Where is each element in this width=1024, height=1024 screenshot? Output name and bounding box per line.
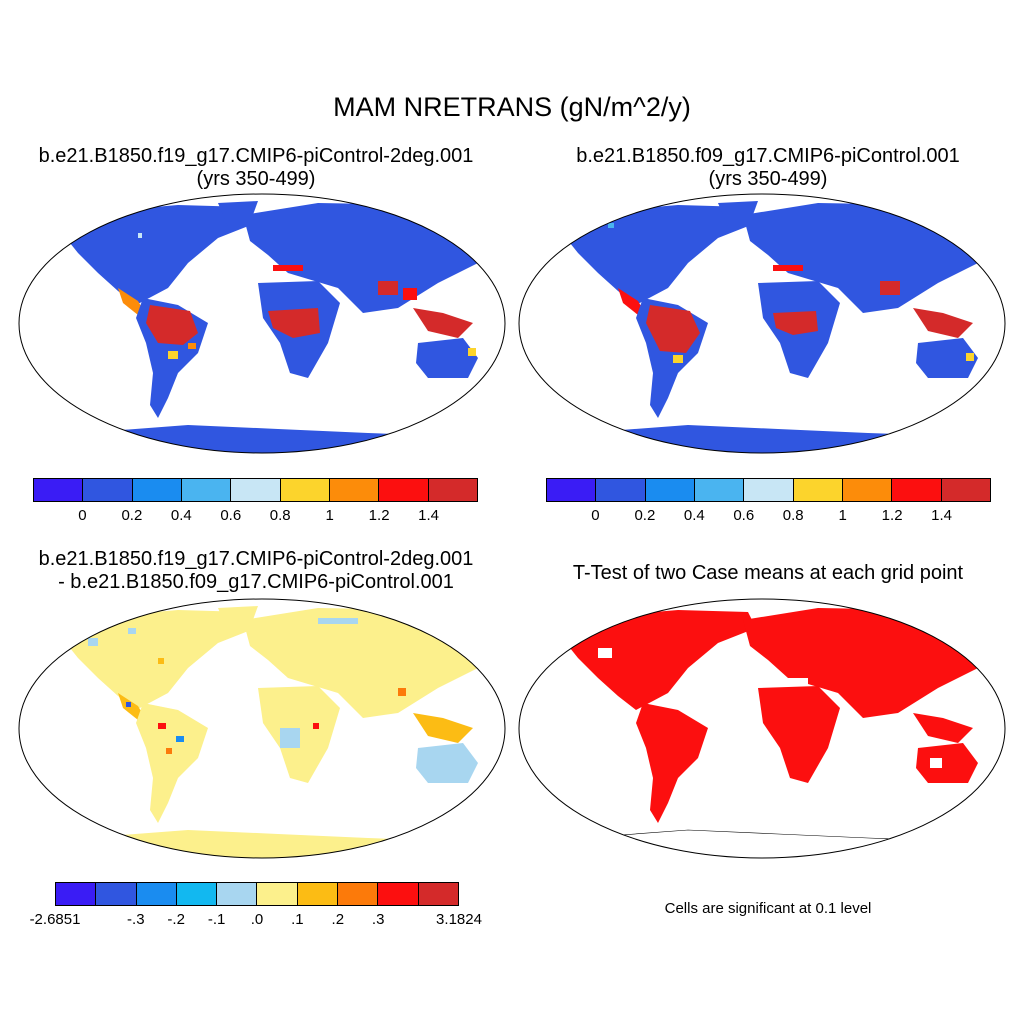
colorbar-cell — [744, 479, 794, 501]
land-north-america — [58, 205, 256, 305]
colorbar-tick-label: 1.4 — [418, 507, 439, 524]
colorbar-cell — [428, 479, 477, 501]
colorbar-tick-label: 0 — [78, 507, 87, 524]
colorbar-cell — [56, 883, 97, 905]
panel-2-title-line2: (yrs 350-499) — [708, 168, 828, 190]
colorbar-tick-label: -.1 — [207, 911, 226, 928]
colorbar-tick-label: 0.4 — [170, 507, 192, 524]
colorbar-cell — [547, 479, 597, 501]
colorbar-tick-label: -.3 — [127, 911, 145, 928]
colorbar-tick-label: 1 — [325, 507, 334, 524]
colorbar-cell — [231, 479, 281, 501]
map-panel-1 — [18, 193, 506, 454]
panel-1-title-line2: (yrs 350-499) — [196, 168, 316, 190]
colorbar-tick-label: .3 — [371, 911, 385, 928]
colorbar-panel-3 — [55, 882, 459, 906]
panel-1-title-line1: b.e21.B1850.f19_g17.CMIP6-piControl-2deg… — [38, 145, 474, 167]
colorbar-cell — [338, 883, 379, 905]
colorbar-cell — [694, 479, 745, 501]
colorbar-cell — [280, 479, 330, 501]
colorbar-cell — [34, 479, 84, 501]
colorbar-tick-label: 1.2 — [881, 507, 903, 524]
colorbar-tick-label: 0.2 — [121, 507, 143, 524]
colorbar-cell — [379, 479, 429, 501]
colorbar-tick-label: -.2 — [167, 911, 185, 928]
colorbar-tick-label: .0 — [250, 911, 264, 928]
colorbar-cell — [297, 883, 339, 905]
colorbar-tick-label: 0.6 — [733, 507, 755, 524]
colorbar-cell — [136, 883, 177, 905]
colorbar-cell — [645, 479, 695, 501]
colorbar-cell — [83, 479, 133, 501]
colorbar-tick-label: 3.1824 — [436, 911, 482, 928]
panel-3-title-line2: - b.e21.B1850.f09_g17.CMIP6-piControl.00… — [58, 571, 454, 593]
colorbar-cell — [176, 883, 218, 905]
colorbar-tick-label: 0.6 — [220, 507, 242, 524]
colorbar-cell — [842, 479, 893, 501]
colorbar-tick-label: -2.6851 — [29, 911, 81, 928]
colorbar-cell — [793, 479, 843, 501]
colorbar-cell — [418, 883, 458, 905]
main-title: MAM NRETRANS (gN/m^2/y) — [333, 92, 691, 122]
panel-4-title-line1: T-Test of two Case means at each grid po… — [572, 562, 964, 584]
colorbar-tick-label: .1 — [291, 911, 304, 928]
colorbar-tick-label: 0.8 — [269, 507, 291, 524]
colorbar-cell — [96, 883, 137, 905]
colorbar-cell — [257, 883, 298, 905]
panel-2-title-line1: b.e21.B1850.f09_g17.CMIP6-piControl.001 — [576, 145, 960, 167]
colorbar-tick-label: 0.8 — [782, 507, 804, 524]
panel-3-title-line1: b.e21.B1850.f19_g17.CMIP6-piControl-2deg… — [38, 548, 474, 570]
panel-1-title: b.e21.B1850.f19_g17.CMIP6-piControl-2deg… — [0, 145, 512, 191]
colorbar-tick-label: 0.2 — [634, 507, 656, 524]
colorbar-cell — [378, 883, 419, 905]
map-panel-3 — [18, 598, 506, 859]
colorbar-cell — [329, 479, 380, 501]
colorbar-panel-1 — [33, 478, 478, 502]
colorbar-tick-label: .2 — [331, 911, 345, 928]
land-se-asia — [413, 308, 473, 338]
colorbar-tick-label: 0 — [591, 507, 600, 524]
colorbar-tick-label: 1 — [838, 507, 847, 524]
colorbar-cell — [132, 479, 182, 501]
colorbar-cell — [596, 479, 646, 501]
map-panel-4 — [518, 598, 1006, 859]
panel-3-title: b.e21.B1850.f19_g17.CMIP6-piControl-2deg… — [0, 548, 512, 594]
colorbar-tick-label: 1.2 — [368, 507, 390, 524]
land-eurasia — [243, 203, 488, 313]
significance-note: Cells are significant at 0.1 level — [664, 900, 872, 917]
colorbar-cell — [181, 479, 232, 501]
land-antarctica — [19, 425, 505, 453]
panel-2-title: b.e21.B1850.f09_g17.CMIP6-piControl.001 … — [512, 145, 1024, 191]
colorbar-tick-label: 0.4 — [683, 507, 705, 524]
colorbar-panel-2 — [546, 478, 991, 502]
land-australia — [416, 338, 478, 378]
colorbar-cell — [892, 479, 942, 501]
colorbar-cell — [941, 479, 990, 501]
map-panel-2 — [518, 193, 1006, 454]
panel-4-title: T-Test of two Case means at each grid po… — [512, 562, 1024, 585]
colorbar-tick-label: 1.4 — [931, 507, 952, 524]
colorbar-cell — [217, 883, 258, 905]
